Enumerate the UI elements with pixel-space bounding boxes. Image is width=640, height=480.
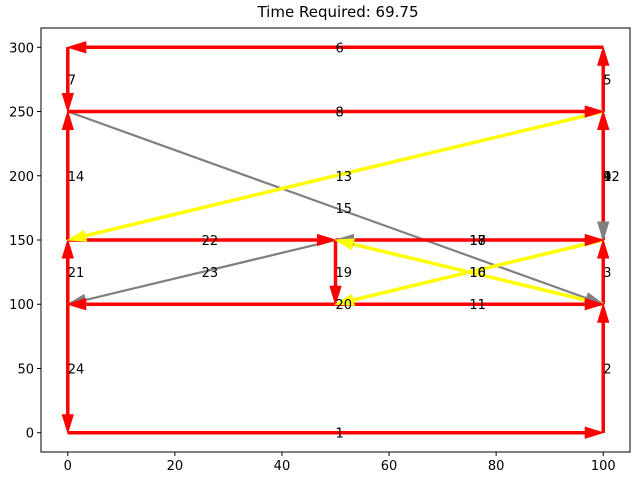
segment-17-arrowhead bbox=[584, 233, 605, 247]
segment-2-arrowhead bbox=[597, 302, 610, 323]
segment-label: 11 bbox=[469, 298, 486, 313]
segment-label: 2 bbox=[603, 362, 611, 377]
segment-label: 5 bbox=[603, 73, 611, 88]
segment-11-arrowhead bbox=[584, 298, 605, 311]
segment-24-arrowhead bbox=[61, 414, 74, 435]
segment-4-arrowhead bbox=[597, 109, 610, 130]
segment-label: 12 bbox=[603, 170, 620, 185]
y-tick-label: 150 bbox=[9, 234, 34, 249]
segment-label: 20 bbox=[336, 298, 353, 313]
segment-5-arrowhead bbox=[597, 45, 610, 66]
y-tick-label: 300 bbox=[9, 41, 34, 56]
segment-label: 7 bbox=[68, 73, 76, 88]
segment-8-arrowhead bbox=[584, 105, 605, 118]
segment-label: 8 bbox=[336, 106, 344, 121]
segment-label: 6 bbox=[336, 41, 344, 56]
segment-label: 16 bbox=[469, 266, 486, 281]
segment-13-line bbox=[84, 109, 604, 238]
segment-label: 1 bbox=[336, 427, 344, 442]
segment-14-arrowhead bbox=[61, 109, 74, 130]
segment-7-arrowhead bbox=[61, 93, 74, 114]
segment-15-line bbox=[67, 110, 587, 300]
segment-19-arrowhead bbox=[329, 285, 342, 306]
segment-label: 9 bbox=[603, 170, 611, 185]
segment-label: 22 bbox=[202, 234, 219, 249]
segment-16-line bbox=[352, 242, 604, 306]
x-tick-label: 20 bbox=[167, 459, 184, 474]
segment-label: 23 bbox=[202, 266, 219, 281]
y-tick-label: 100 bbox=[9, 298, 34, 313]
chart-axes: 0 20 40 60 80 100 0 50 100 150 200 250 300 bbox=[9, 27, 631, 474]
segment-label: 15 bbox=[336, 202, 353, 217]
segment-label: 4 bbox=[603, 170, 611, 185]
segment-label: 10 bbox=[469, 266, 486, 281]
segment-label: 3 bbox=[603, 266, 611, 281]
segment-22-arrowhead bbox=[317, 233, 338, 247]
segment-13-arrowhead bbox=[66, 229, 88, 242]
y-tick-label: 50 bbox=[17, 362, 34, 377]
segment-label: 14 bbox=[68, 170, 85, 185]
segment-10-arrowhead bbox=[333, 293, 355, 306]
y-tick-label: 200 bbox=[9, 170, 34, 185]
segment-3-arrowhead bbox=[597, 238, 610, 259]
segment-20-arrowhead bbox=[66, 298, 87, 311]
segment-1-arrowhead bbox=[584, 426, 605, 439]
segment-label: 24 bbox=[68, 362, 85, 377]
x-tick-label: 60 bbox=[381, 459, 398, 474]
y-tick-label: 0 bbox=[26, 427, 34, 442]
segment-16-arrowhead bbox=[333, 238, 355, 251]
segment-6-arrowhead bbox=[66, 41, 87, 54]
x-tick-label: 0 bbox=[64, 459, 72, 474]
y-tick-label: 250 bbox=[9, 106, 34, 121]
segment-10-line bbox=[352, 238, 604, 302]
x-tick-label: 80 bbox=[488, 459, 505, 474]
segment-label: 21 bbox=[68, 266, 85, 281]
x-tick-label: 40 bbox=[274, 459, 291, 474]
segment-label: 13 bbox=[336, 170, 353, 185]
segment-label: 18 bbox=[469, 234, 486, 249]
x-tick-label: 100 bbox=[591, 459, 616, 474]
chart-title: Time Required: 69.75 bbox=[256, 3, 418, 21]
segment-21-arrowhead bbox=[61, 238, 74, 259]
segment-label: 19 bbox=[336, 266, 353, 281]
segment-23-line bbox=[85, 238, 336, 302]
segment-label: 17 bbox=[469, 234, 486, 249]
segment-9-arrowhead bbox=[597, 221, 610, 242]
